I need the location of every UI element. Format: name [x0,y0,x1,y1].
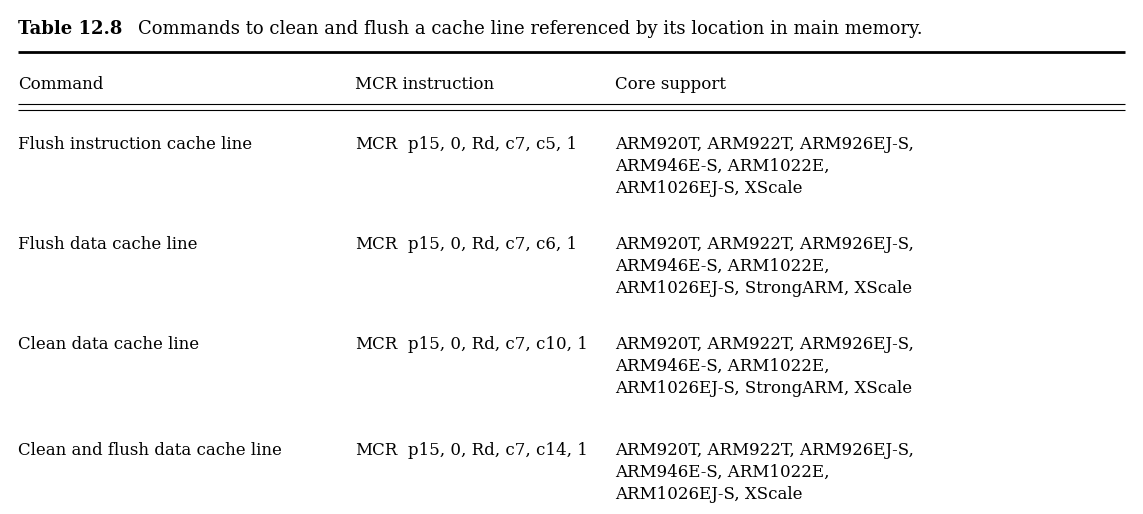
Text: Clean data cache line: Clean data cache line [18,336,199,353]
Text: p15, 0, Rd, c7, c10, 1: p15, 0, Rd, c7, c10, 1 [408,336,588,353]
Text: ARM946E-S, ARM1022E,: ARM946E-S, ARM1022E, [615,358,830,375]
Text: Command: Command [18,76,103,93]
Text: Flush data cache line: Flush data cache line [18,236,198,253]
Text: p15, 0, Rd, c7, c6, 1: p15, 0, Rd, c7, c6, 1 [408,236,577,253]
Text: ARM1026EJ-S, XScale: ARM1026EJ-S, XScale [615,486,802,503]
Text: ARM946E-S, ARM1022E,: ARM946E-S, ARM1022E, [615,158,830,175]
Text: p15, 0, Rd, c7, c5, 1: p15, 0, Rd, c7, c5, 1 [408,136,577,153]
Text: Commands to clean and flush a cache line referenced by its location in main memo: Commands to clean and flush a cache line… [115,20,922,38]
Text: MCR: MCR [355,336,398,353]
Text: ARM946E-S, ARM1022E,: ARM946E-S, ARM1022E, [615,258,830,275]
Text: Table 12.8: Table 12.8 [18,20,122,38]
Text: MCR instruction: MCR instruction [355,76,494,93]
Text: ARM1026EJ-S, XScale: ARM1026EJ-S, XScale [615,180,802,197]
Text: ARM920T, ARM922T, ARM926EJ-S,: ARM920T, ARM922T, ARM926EJ-S, [615,136,914,153]
Text: ARM1026EJ-S, StrongARM, XScale: ARM1026EJ-S, StrongARM, XScale [615,380,912,397]
Text: ARM1026EJ-S, StrongARM, XScale: ARM1026EJ-S, StrongARM, XScale [615,280,912,297]
Text: ARM946E-S, ARM1022E,: ARM946E-S, ARM1022E, [615,464,830,481]
Text: Clean and flush data cache line: Clean and flush data cache line [18,442,282,459]
Text: ARM920T, ARM922T, ARM926EJ-S,: ARM920T, ARM922T, ARM926EJ-S, [615,336,914,353]
Text: MCR: MCR [355,442,398,459]
Text: MCR: MCR [355,236,398,253]
Text: ARM920T, ARM922T, ARM926EJ-S,: ARM920T, ARM922T, ARM926EJ-S, [615,236,914,253]
Text: ARM920T, ARM922T, ARM926EJ-S,: ARM920T, ARM922T, ARM926EJ-S, [615,442,914,459]
Text: MCR: MCR [355,136,398,153]
Text: Core support: Core support [615,76,726,93]
Text: p15, 0, Rd, c7, c14, 1: p15, 0, Rd, c7, c14, 1 [408,442,588,459]
Text: Flush instruction cache line: Flush instruction cache line [18,136,253,153]
